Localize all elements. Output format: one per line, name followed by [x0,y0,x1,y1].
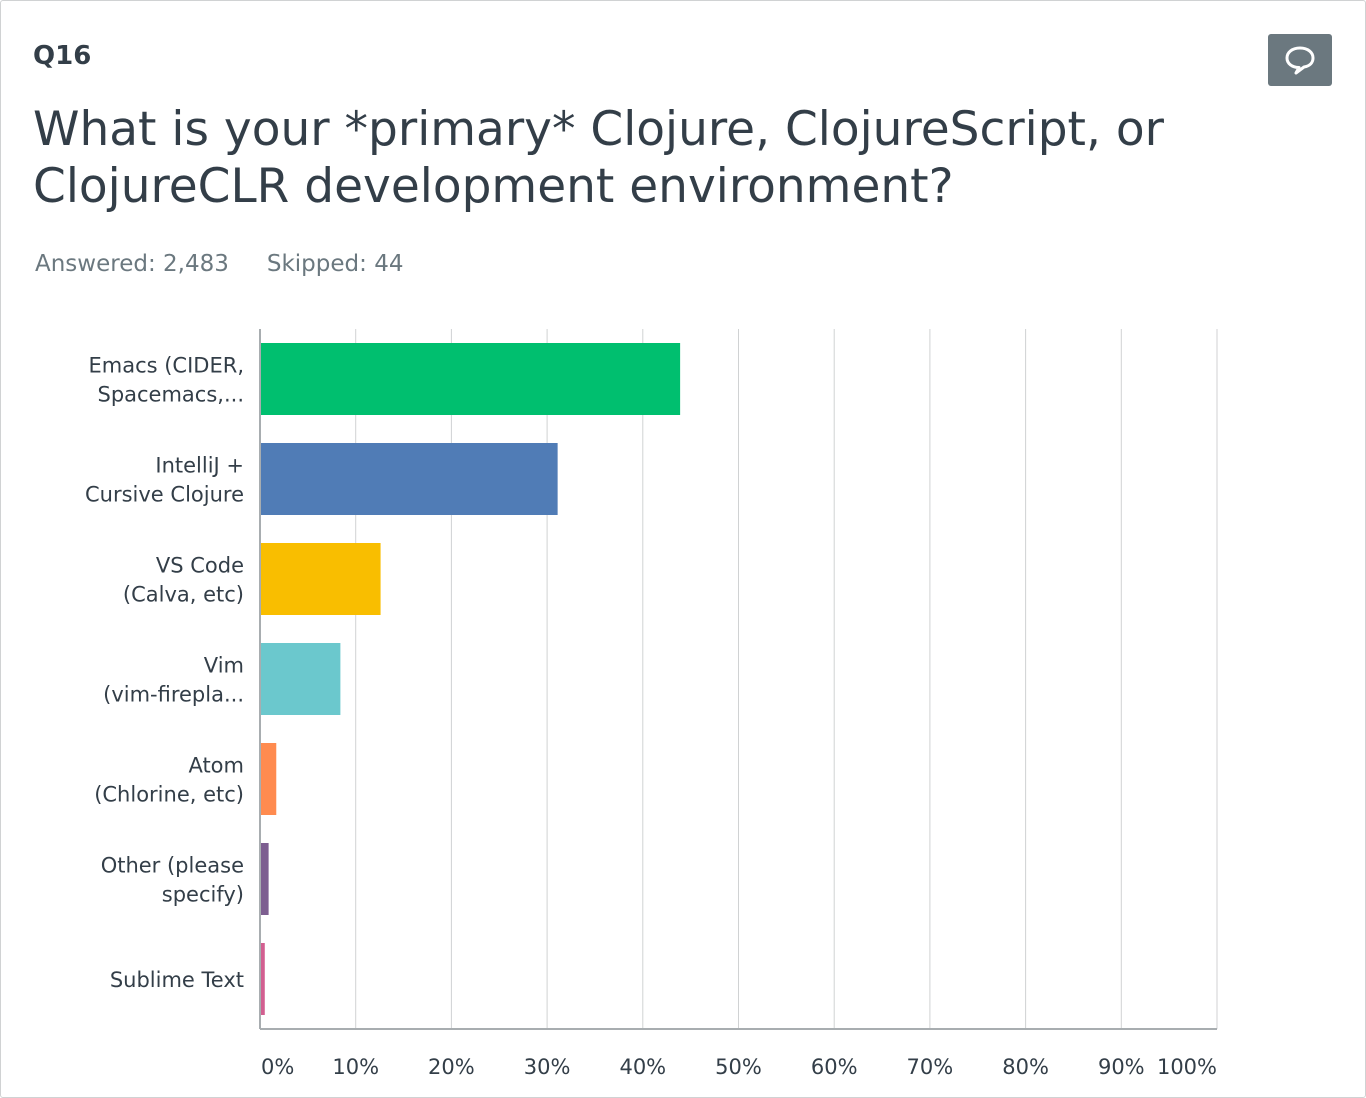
comment-button[interactable] [1268,34,1332,86]
category-label-line: Cursive Clojure [85,483,244,507]
bar-chart: Emacs (CIDER, Spacemacs,... IntelliJ + Curs… [85,329,1218,1079]
question-title: What is your *primary* Clojure, ClojureS… [33,102,1164,214]
answered-count: Answered: 2,483 [35,251,229,277]
bar [261,343,681,415]
category-label-line: VS Code [156,554,244,578]
response-stats: Answered: 2,483 Skipped: 44 [35,251,403,277]
category-label-line: (Chlorine, etc) [94,783,244,807]
category-label: IntelliJ + Cursive Clojure [85,454,244,507]
category-label-line: specify) [162,883,244,907]
x-tick-label: 60% [811,1055,858,1079]
bar [261,543,381,615]
x-tick-label: 40% [619,1055,666,1079]
bar [261,843,269,915]
category-label-line: Vim [204,654,244,678]
category-label-line: Spacemacs,... [97,383,244,407]
category-label-line: Emacs (CIDER, [88,354,244,378]
category-label: Atom (Chlorine, etc) [94,754,244,807]
x-tick-label: 0% [261,1055,294,1079]
x-tick-label: 80% [1002,1055,1049,1079]
category-label: Sublime Text [110,968,244,992]
category-label: VS Code (Calva, etc) [123,554,244,607]
x-tick-label: 50% [715,1055,762,1079]
x-tick-label: 10% [332,1055,379,1079]
category-label: Emacs (CIDER, Spacemacs,... [88,354,244,407]
x-tick-label: 90% [1098,1055,1145,1079]
category-label: Other (please specify) [101,854,244,907]
category-label-line: Other (please [101,854,244,878]
category-label-line: (Calva, etc) [123,583,244,607]
x-tick-label: 100% [1157,1055,1217,1079]
bar [261,443,558,515]
x-tick-label: 20% [428,1055,475,1079]
question-number: Q16 [33,41,92,71]
speech-bubble-icon [1285,46,1315,75]
category-label-line: IntelliJ + [155,454,244,478]
category-label: Vim (vim-firepla... [103,654,244,707]
skipped-count: Skipped: 44 [266,251,404,277]
bar [261,743,277,815]
x-tick-label: 70% [907,1055,954,1079]
category-label-line: (vim-firepla... [103,683,244,707]
bar [261,643,341,715]
bar [261,943,265,1015]
x-tick-label: 30% [524,1055,571,1079]
category-label-line: Atom [188,754,244,778]
category-label-line: Sublime Text [110,968,244,992]
